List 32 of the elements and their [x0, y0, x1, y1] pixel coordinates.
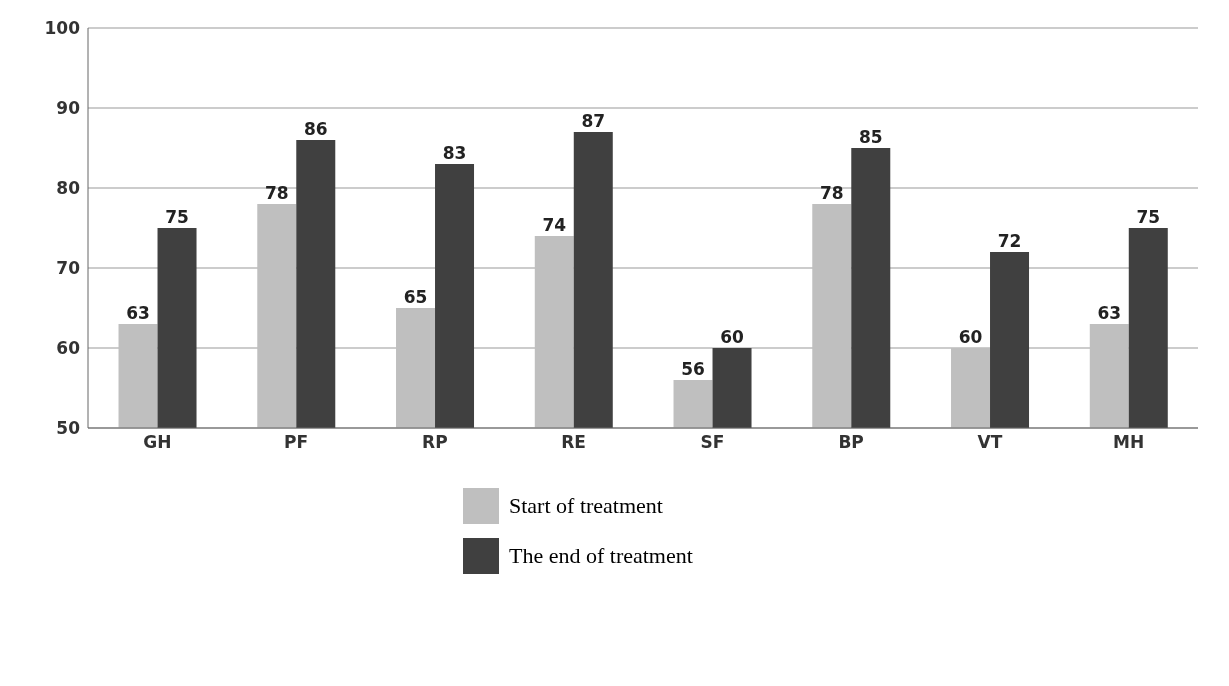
data-label: 78: [264, 183, 289, 203]
data-label: 65: [403, 287, 428, 307]
x-tick-label: GH: [143, 432, 172, 453]
y-tick-label: 90: [56, 98, 81, 119]
data-label: 56: [681, 359, 705, 379]
data-label: 60: [720, 327, 745, 347]
data-label: 63: [1097, 303, 1122, 323]
x-tick-label: MH: [1113, 432, 1145, 453]
x-tick-label: BP: [838, 432, 864, 453]
data-label: 86: [303, 119, 328, 139]
x-tick-label: RP: [422, 432, 448, 453]
x-tick-label: SF: [700, 432, 725, 453]
legend-label: Start of treatment: [509, 493, 663, 519]
y-tick-label: 50: [56, 418, 81, 439]
data-label: 72: [997, 231, 1022, 251]
x-tick-label: RE: [561, 432, 586, 453]
data-label: 63: [126, 303, 150, 323]
data-label: 78: [819, 183, 844, 203]
data-label: 87: [581, 111, 606, 131]
data-label: 83: [442, 143, 467, 163]
data-label: 60: [958, 327, 983, 347]
data-label: 85: [858, 127, 883, 147]
data-label: 75: [1136, 207, 1161, 227]
y-tick-label: 80: [56, 178, 81, 199]
y-tick-label: 100: [44, 18, 81, 39]
legend-label: The end of treatment: [509, 543, 693, 569]
data-label: 74: [542, 215, 567, 235]
x-tick-label: VT: [977, 432, 1003, 453]
data-label: 75: [165, 207, 189, 227]
y-tick-label: 60: [56, 338, 81, 359]
x-tick-label: PF: [284, 432, 309, 453]
y-tick-label: 70: [56, 258, 81, 279]
